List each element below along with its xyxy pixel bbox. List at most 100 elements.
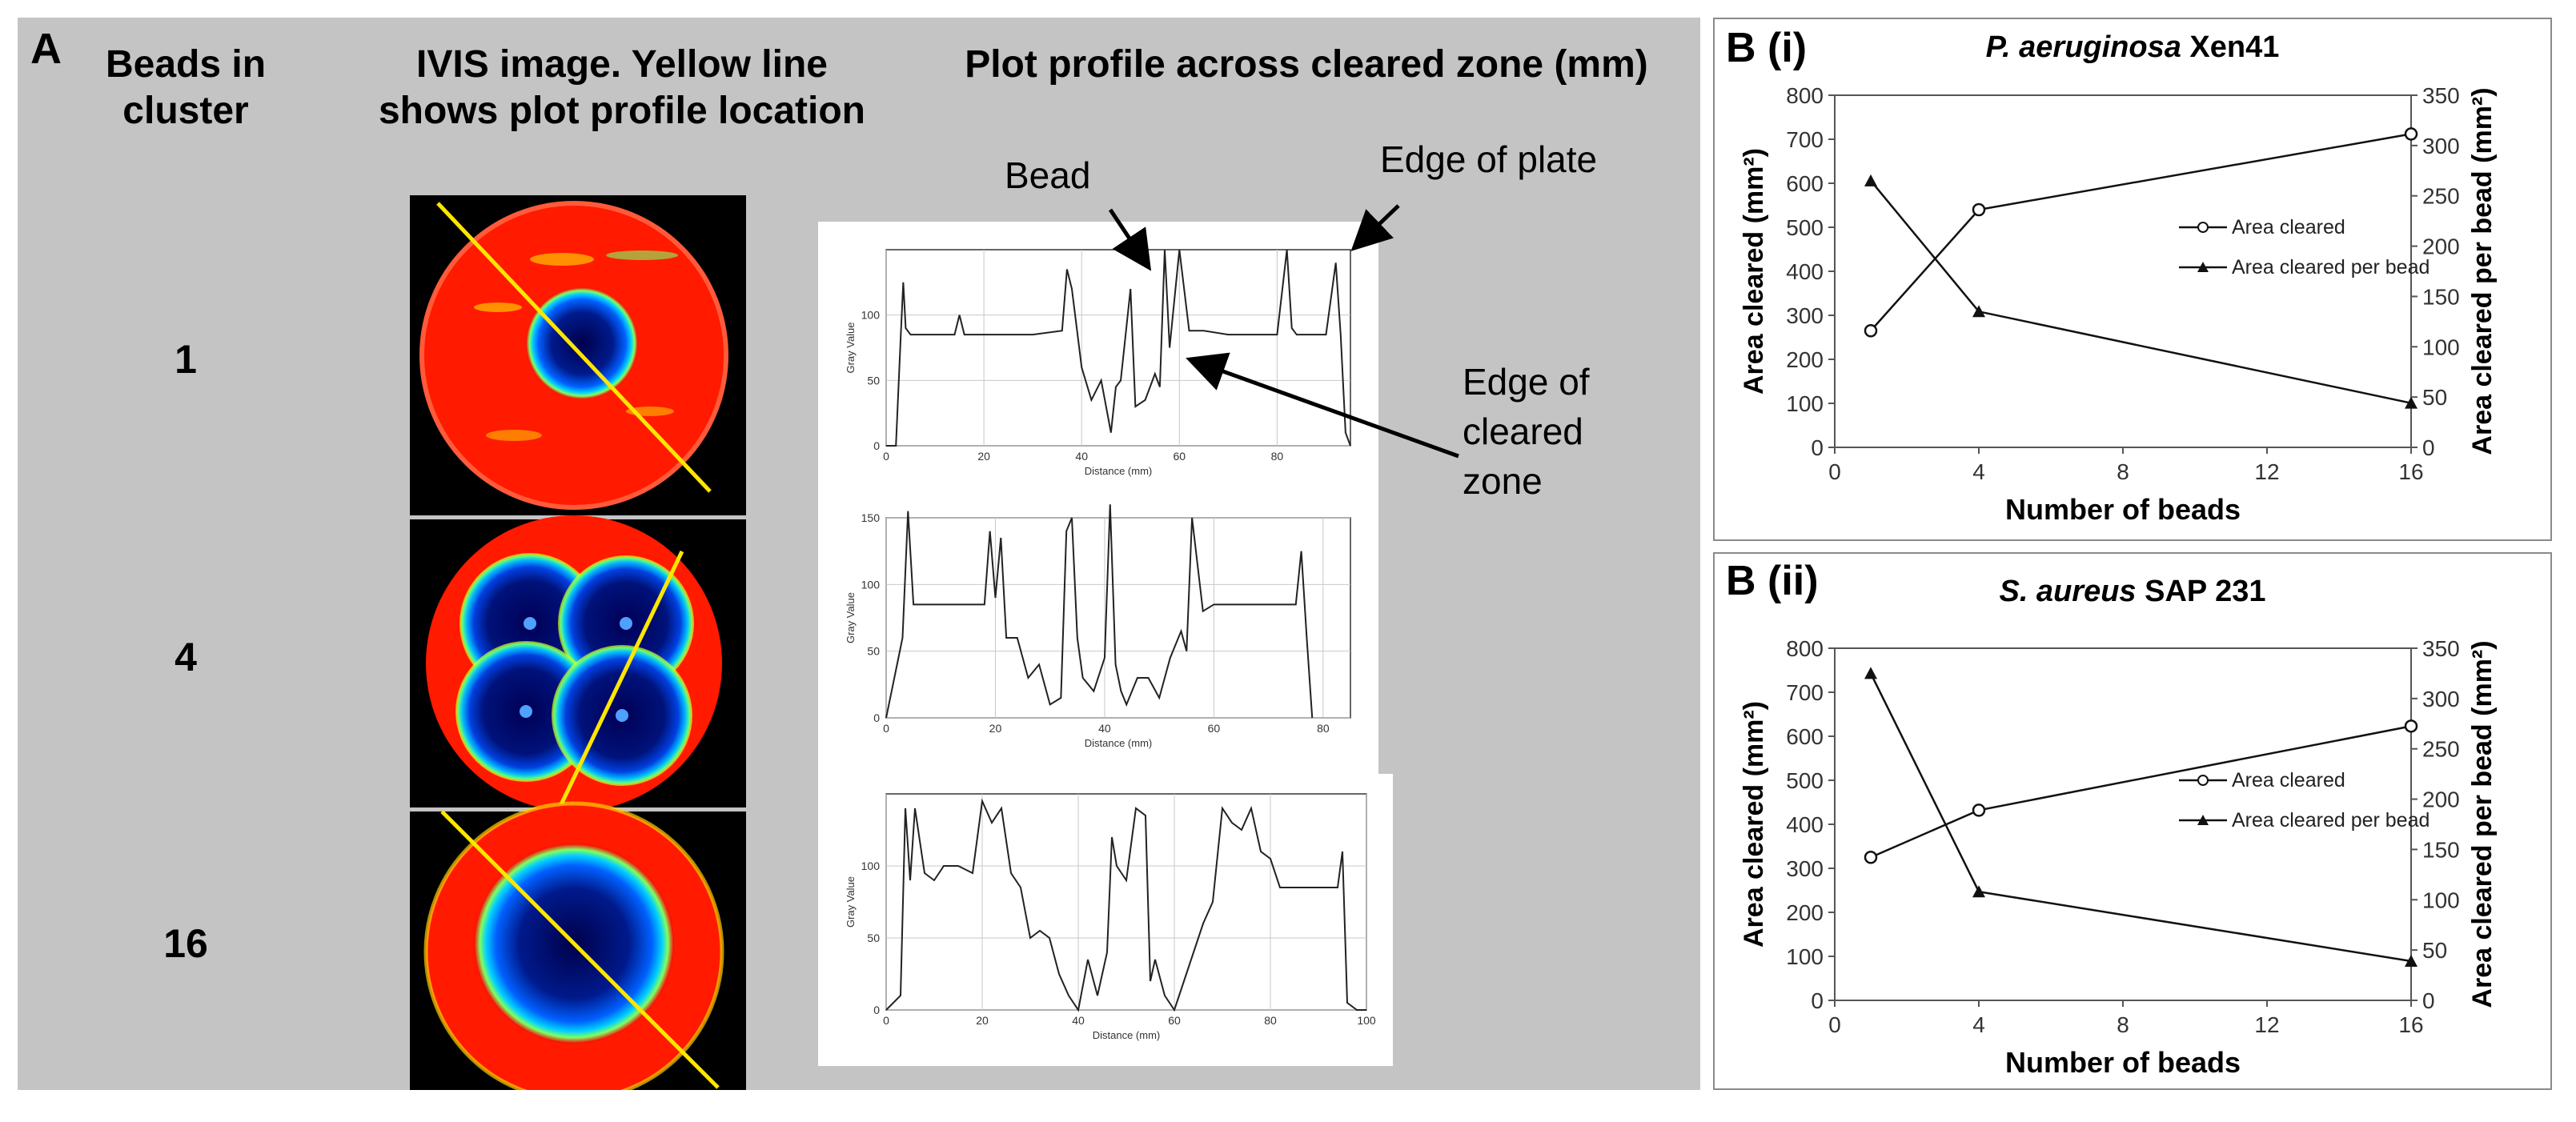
chart-y-label: Area cleared (mm²) — [1739, 701, 1769, 948]
chart-y-tick: 400 — [1786, 812, 1824, 837]
chart-y-label: Area cleared (mm²) — [1739, 148, 1769, 395]
profile-x-label: Distance (mm) — [1085, 465, 1153, 477]
panel-a: A Beads in cluster IVIS image. Yellow li… — [18, 18, 1700, 1090]
chart-y2-tick: 100 — [2422, 888, 2460, 912]
chart-x-tick: 0 — [1828, 459, 1841, 484]
chart-title-ii: S. aureus SAP 231 — [1999, 575, 2266, 608]
arrow-bead — [1108, 208, 1152, 271]
annotation-edge-plate: Edge of plate — [1380, 138, 1598, 180]
chart-y2-tick: 350 — [2422, 636, 2460, 661]
profile-x-tick: 100 — [1357, 1014, 1376, 1027]
chart-y-tick: 100 — [1786, 944, 1824, 969]
chart-y-tick: 700 — [1786, 680, 1824, 705]
profile-x-tick: 80 — [1264, 1014, 1277, 1027]
profile-y-tick: 0 — [873, 439, 880, 452]
profile-y-label: Gray Value — [845, 322, 857, 373]
chart-x-tick: 8 — [2117, 1012, 2129, 1037]
chart-point-area-cleared — [2404, 719, 2418, 733]
bead-count-4: 4 — [175, 635, 197, 679]
chart-y2-tick: 150 — [2422, 837, 2460, 862]
chart-y-tick: 700 — [1786, 127, 1824, 152]
profile-y-tick: 0 — [873, 1004, 880, 1016]
profile-series-line — [886, 249, 1351, 447]
chart-x-tick: 12 — [2254, 459, 2279, 484]
chart-point-area-per-bead — [2405, 954, 2418, 967]
profile-series-line — [885, 504, 1314, 719]
chart-y-tick: 0 — [1811, 988, 1824, 1013]
profile-y-tick: 50 — [867, 374, 880, 387]
arrow-edge-plate — [1350, 204, 1400, 251]
chart-point-area-cleared — [1972, 803, 1986, 817]
profile-x-tick: 0 — [883, 722, 889, 735]
profile-x-label: Distance (mm) — [1085, 737, 1153, 749]
chart-y-tick: 100 — [1786, 391, 1824, 416]
legend-marker-area-cleared — [2197, 222, 2209, 233]
chart-box-ii: B (ii) S. aureus SAP 231 0 100 200 300 400 50… — [1713, 552, 2552, 1090]
chart-y-tick: 800 — [1786, 636, 1824, 661]
chart-point-area-cleared — [1972, 202, 1986, 217]
header-profile: Plot profile across cleared zone (mm) — [965, 43, 1648, 86]
profile-y-label: Gray Value — [845, 876, 857, 928]
profile-plot-4: 0 50 100 150 0 20 40 60 80 Distance (mm) Gray Valu… — [818, 498, 1378, 774]
panel-b-i-letter: B (i) — [1726, 25, 1808, 71]
profile-x-tick: 0 — [883, 450, 889, 463]
chart-x-tick: 4 — [1972, 1012, 1985, 1037]
chart-y2-tick: 250 — [2422, 737, 2460, 762]
profile-y-tick: 100 — [861, 860, 881, 872]
profile-x-tick: 40 — [1098, 722, 1111, 735]
chart-y2-tick: 350 — [2422, 83, 2460, 108]
chart-point-area-per-bead — [1864, 667, 1877, 679]
profile-y-tick: 100 — [861, 309, 881, 322]
bead-count-1: 1 — [175, 337, 197, 382]
chart-y2-label: Area cleared per bead (mm²) — [2467, 87, 2498, 455]
legend-label: Area cleared — [2232, 216, 2345, 238]
chart-x-tick: 16 — [2398, 1012, 2423, 1037]
ivis-image-16 — [410, 801, 746, 1090]
chart-y2-tick: 250 — [2422, 184, 2460, 209]
legend-label: Area cleared per bead — [2232, 256, 2430, 278]
chart-y2-tick: 50 — [2422, 938, 2447, 963]
profile-y-tick: 0 — [873, 711, 880, 724]
header-beads: Beads in cluster — [105, 43, 267, 132]
bead-count-16: 16 — [163, 921, 208, 966]
chart-ii: 0 100 200 300 400 500 600 700 800 0 50 100 150 200 250… — [1739, 636, 2498, 1079]
chart-point-area-per-bead — [2405, 396, 2418, 409]
profile-x-tick: 20 — [989, 722, 1002, 735]
arrow-edge-cleared — [1186, 352, 1459, 459]
chart-point-area-cleared — [1864, 851, 1878, 864]
chart-y-tick: 300 — [1786, 303, 1824, 328]
ivis-image-1 — [410, 195, 746, 515]
chart-y2-tick: 300 — [2422, 687, 2460, 711]
legend-label: Area cleared per bead — [2232, 809, 2430, 831]
panel-b-ii-letter: B (ii) — [1726, 558, 1819, 604]
annotation-arrows — [1108, 204, 1459, 459]
chart-y-tick: 200 — [1786, 900, 1824, 925]
annotation-edge-cleared: Edge of cleared zone — [1463, 361, 1590, 502]
chart-box-i: B (i) P. aeruginosa Xen41 0 100 200 300 400 5… — [1713, 18, 2552, 541]
chart-i: 0 100 200 300 400 500 600 700 800 0 50 100 150 200 250… — [1739, 83, 2498, 526]
profile-y-label: Gray Value — [845, 592, 857, 643]
chart-x-tick: 0 — [1828, 1012, 1841, 1037]
profile-y-tick: 100 — [861, 578, 881, 591]
chart-y-tick: 600 — [1786, 171, 1824, 196]
profile-y-tick: 150 — [861, 511, 881, 524]
chart-y-tick: 500 — [1786, 768, 1824, 793]
chart-y-tick: 800 — [1786, 83, 1824, 108]
chart-y2-tick: 0 — [2422, 435, 2435, 460]
chart-point-area-per-bead — [1864, 174, 1877, 186]
profile-plot-16: 0 50 100 0 20 40 60 80 100 Distance (mm) Gray Valu… — [818, 774, 1393, 1066]
chart-y2-tick: 200 — [2422, 234, 2460, 259]
chart-x-tick: 8 — [2117, 459, 2129, 484]
chart-point-area-cleared — [1864, 324, 1878, 338]
chart-point-area-per-bead — [1972, 885, 1985, 898]
chart-y-tick: 200 — [1786, 347, 1824, 372]
profile-x-tick: 20 — [977, 450, 990, 463]
profile-y-tick: 50 — [867, 645, 880, 658]
chart-y2-tick: 100 — [2422, 335, 2460, 359]
profile-x-label: Distance (mm) — [1093, 1029, 1161, 1041]
chart-x-tick: 4 — [1972, 459, 1985, 484]
chart-y2-tick: 0 — [2422, 988, 2435, 1013]
profile-x-tick: 60 — [1168, 1014, 1181, 1027]
chart-y2-tick: 300 — [2422, 134, 2460, 158]
profile-x-tick: 60 — [1174, 450, 1186, 463]
